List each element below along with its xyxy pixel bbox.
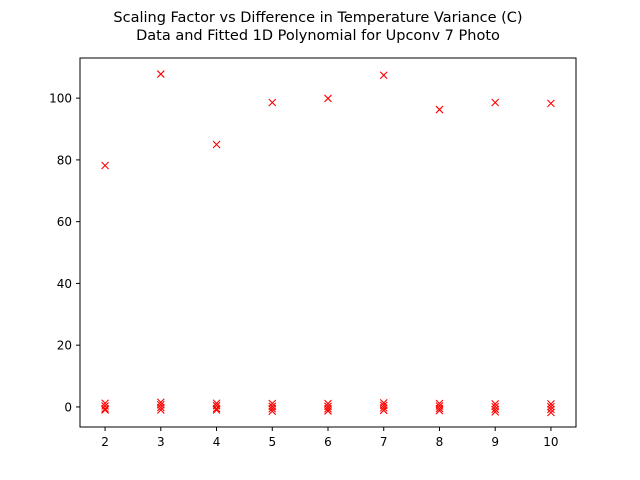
y-tick-label: 60 [57,215,72,229]
x-tick-label: 8 [436,435,444,449]
data-point [324,94,332,103]
data-point [156,403,165,412]
y-tick-label: 100 [49,92,72,106]
x-tick-label: 6 [324,435,332,449]
data-point [268,98,277,107]
y-tick-label: 0 [64,400,72,414]
data-point [547,405,555,414]
data-point [324,407,332,415]
y-tick-label: 40 [57,277,72,291]
data-point [101,406,109,414]
x-tick-label: 10 [543,435,558,449]
data-point [379,71,388,80]
data-point [435,406,444,415]
y-tick-label: 20 [57,339,72,353]
data-point [379,406,388,415]
data-point [101,161,109,170]
data-point [547,402,555,411]
data-point [547,99,555,108]
data-point [379,403,388,412]
data-point [101,404,109,413]
data-point [435,404,444,413]
x-axis: 2 3 4 5 6 7 8 9 10 [101,427,559,449]
data-markers [101,70,555,417]
data-point [491,399,500,408]
data-point [212,404,221,413]
chart-subtitle: Data and Fitted 1D Polynomial for Upconv… [136,28,500,44]
data-point [212,140,221,149]
data-point [101,399,109,408]
data-point [491,407,500,416]
y-tick-label: 80 [57,153,72,167]
x-tick-label: 9 [491,435,499,449]
x-tick-label: 2 [101,435,109,449]
data-point [435,105,444,114]
data-point [547,408,555,417]
data-point [268,407,277,416]
x-tick-label: 5 [268,435,276,449]
x-tick-label: 7 [380,435,388,449]
x-tick-label: 3 [157,435,165,449]
data-point [268,404,277,413]
data-point [491,98,500,107]
data-point [212,406,221,414]
data-point [324,404,332,413]
y-axis: 0 20 40 60 80 100 [49,92,80,414]
data-point [156,406,165,414]
x-tick-label: 4 [213,435,221,449]
data-point [156,70,165,78]
plot-frame [79,57,577,428]
chart-title: Scaling Factor vs Difference in Temperat… [113,10,522,26]
data-point [491,405,500,414]
data-point [547,399,555,408]
